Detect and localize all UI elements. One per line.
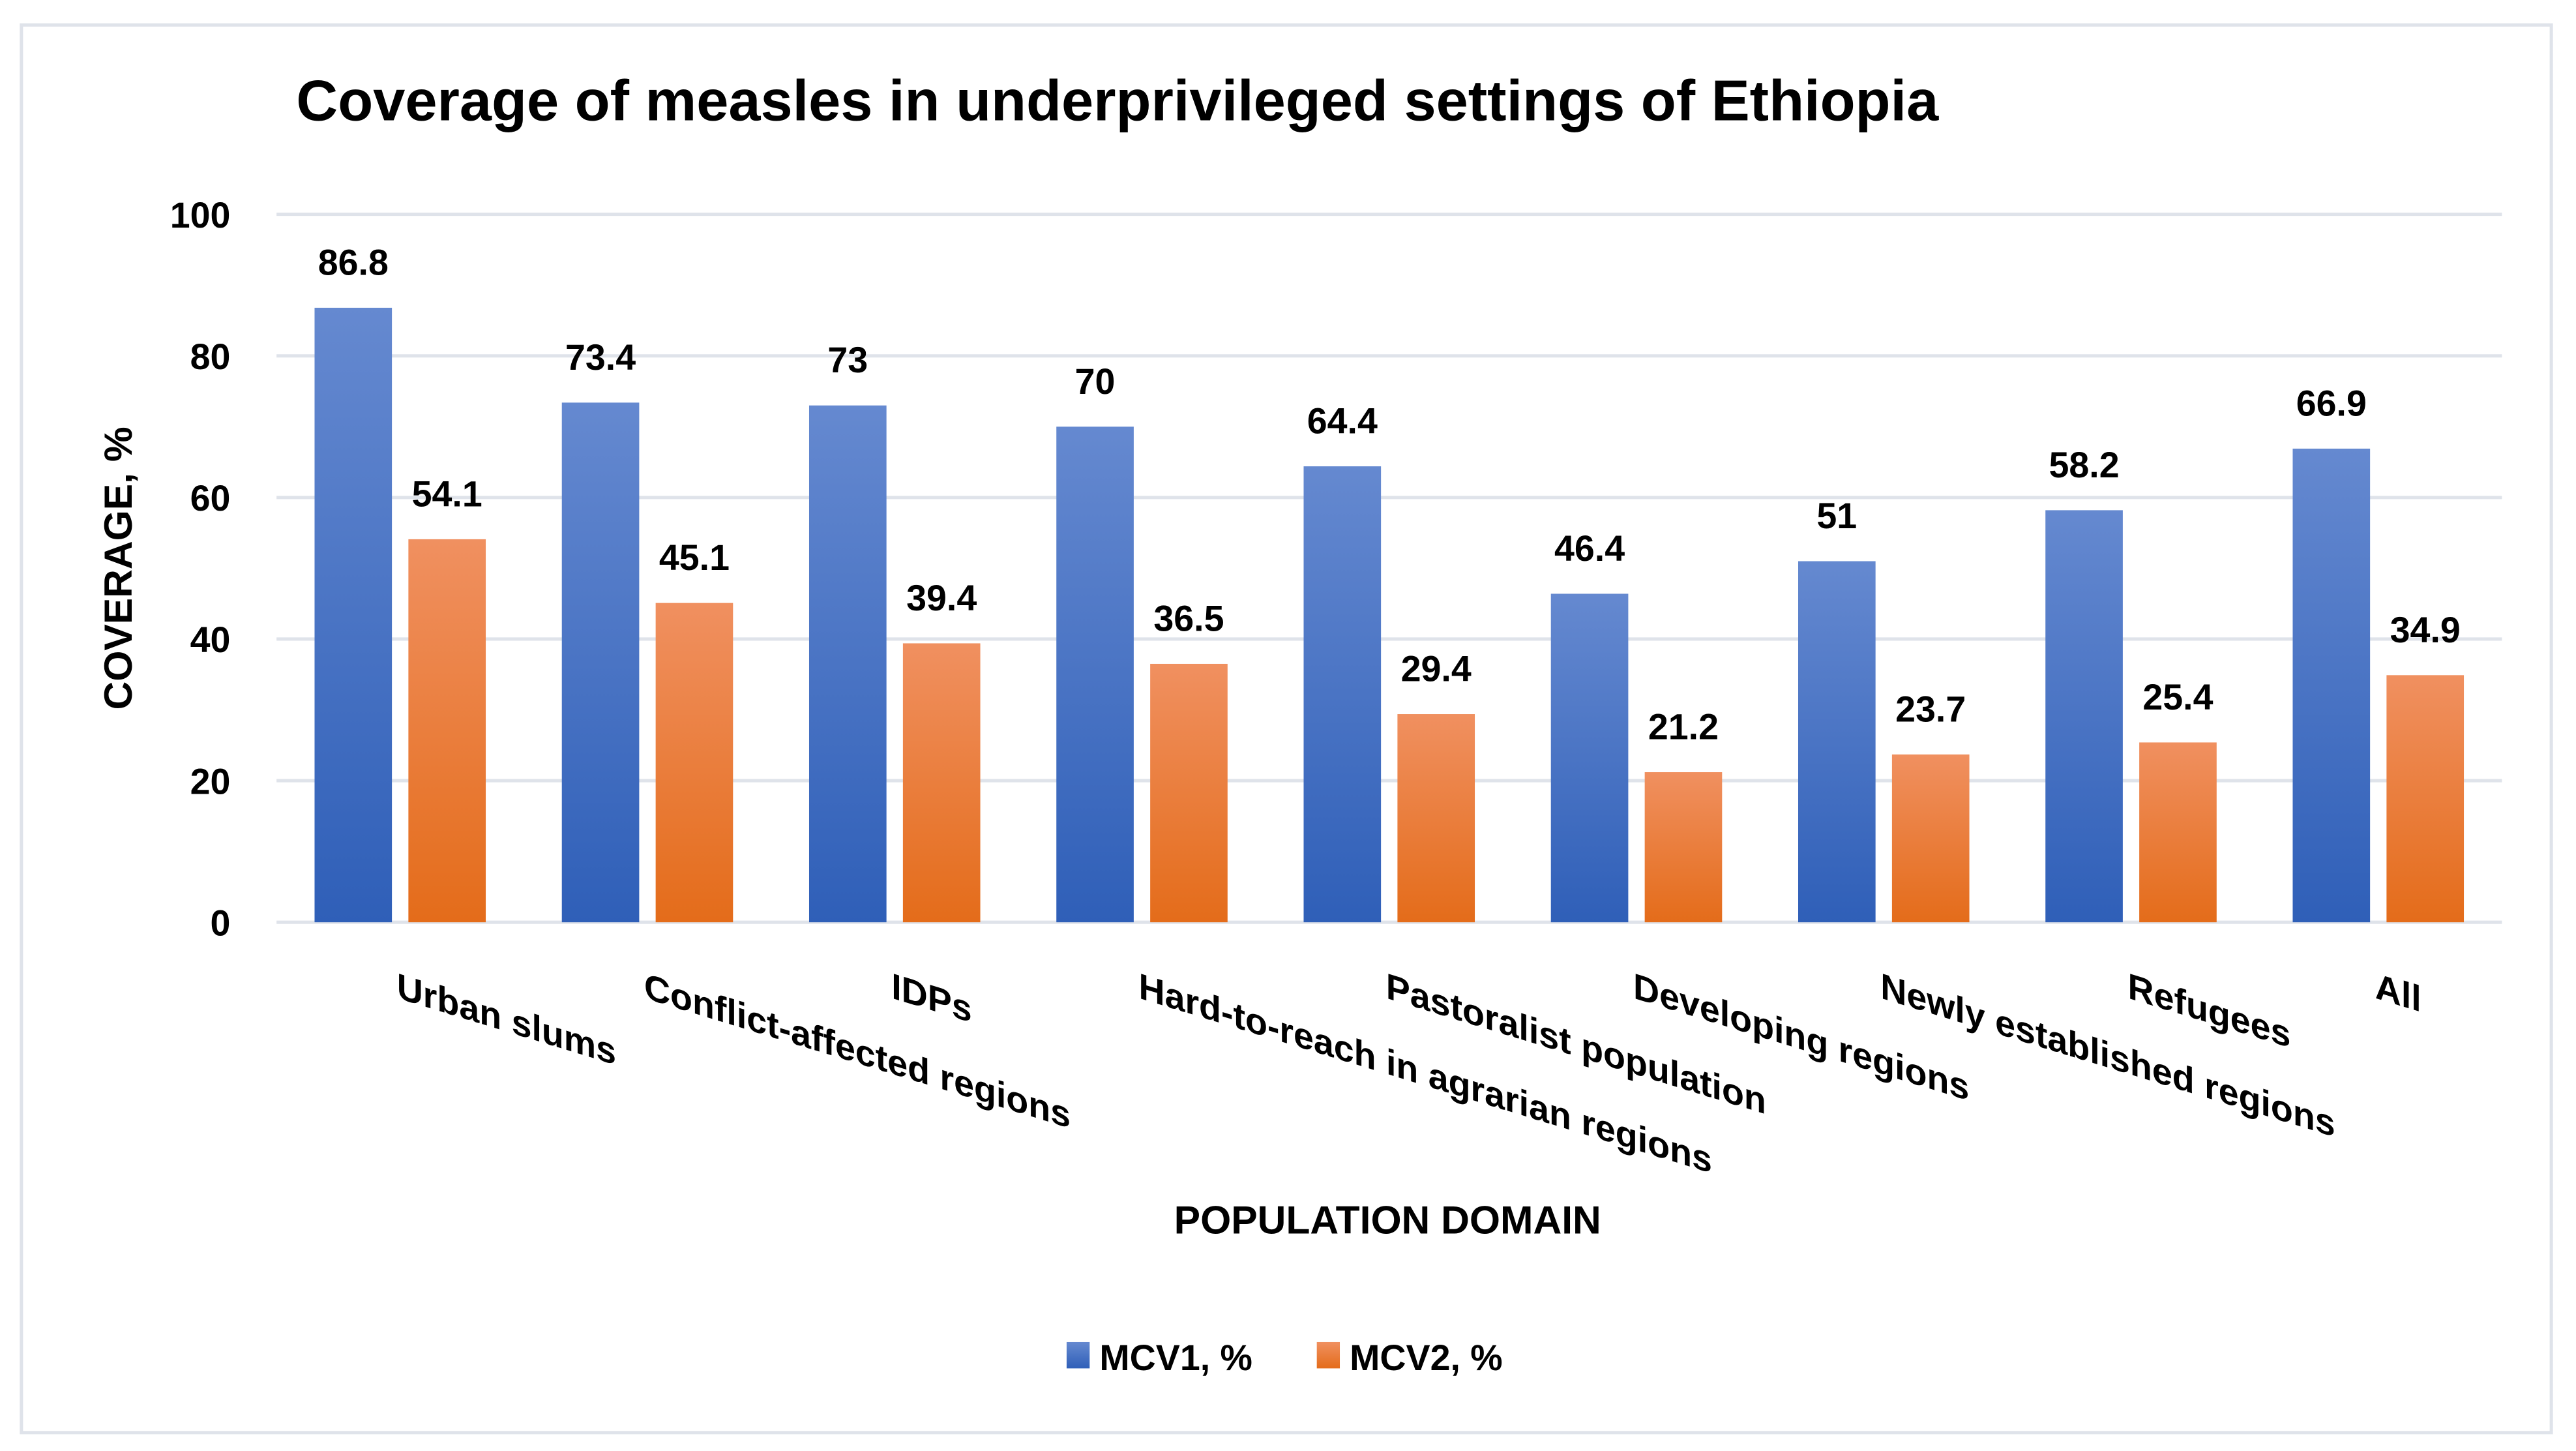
- bar-mcv2: [1644, 772, 1723, 923]
- legend-swatch-mcv1: [1066, 1341, 1090, 1369]
- data-label: 70: [1075, 361, 1116, 402]
- data-label: 73: [827, 340, 868, 380]
- data-label: 86.8: [318, 242, 389, 282]
- legend-swatch-mcv2: [1316, 1341, 1340, 1369]
- data-label: 51: [1816, 496, 1857, 536]
- bar-mcv1: [1550, 593, 1629, 923]
- x-axis-title: POPULATION DOMAIN: [1174, 1197, 1601, 1242]
- y-axis-title: COVERAGE, %: [96, 426, 140, 710]
- data-label: 34.9: [2390, 610, 2461, 650]
- legend-label: MCV2, %: [1350, 1338, 1503, 1378]
- bar-mcv2: [2139, 742, 2217, 923]
- y-tick-label: 80: [190, 337, 231, 377]
- data-label: 73.4: [565, 337, 636, 378]
- data-label: 29.4: [1401, 649, 1472, 689]
- bar-mcv1: [808, 405, 887, 923]
- data-label: 21.2: [1648, 707, 1719, 747]
- data-label: 58.2: [2049, 445, 2120, 485]
- bar-mcv1: [561, 402, 640, 923]
- y-tick-label: 0: [211, 903, 231, 943]
- legend-label: MCV1, %: [1099, 1338, 1252, 1378]
- bar-mcv1: [2292, 448, 2371, 923]
- bar-mcv1: [2045, 510, 2123, 923]
- chart-title: Coverage of measles in underprivileged s…: [296, 68, 1939, 133]
- data-label: 23.7: [1895, 689, 1966, 729]
- bar-mcv2: [1891, 754, 1970, 923]
- data-label: 45.1: [659, 537, 730, 578]
- data-label: 36.5: [1153, 598, 1224, 638]
- bar-mcv1: [314, 307, 392, 923]
- data-label: 64.4: [1307, 401, 1378, 441]
- bar-mcv2: [2386, 675, 2465, 923]
- y-tick-label: 40: [190, 620, 231, 660]
- data-label: 25.4: [2142, 677, 2213, 717]
- bar-mcv2: [1397, 714, 1475, 923]
- bar-mcv2: [1150, 663, 1228, 923]
- bar-mcv2: [902, 643, 981, 923]
- y-tick-label: 60: [190, 478, 231, 518]
- data-label: 39.4: [906, 578, 977, 618]
- y-tick-label: 20: [190, 761, 231, 801]
- y-tick-label: 100: [170, 195, 231, 235]
- data-label: 66.9: [2296, 383, 2367, 423]
- bar-mcv1: [1056, 426, 1134, 923]
- data-label: 54.1: [412, 473, 482, 514]
- bar-mcv1: [1798, 561, 1876, 923]
- bar-mcv2: [655, 603, 733, 923]
- data-label: 46.4: [1554, 528, 1625, 569]
- bar-mcv1: [1303, 466, 1382, 923]
- bar-mcv2: [408, 539, 486, 923]
